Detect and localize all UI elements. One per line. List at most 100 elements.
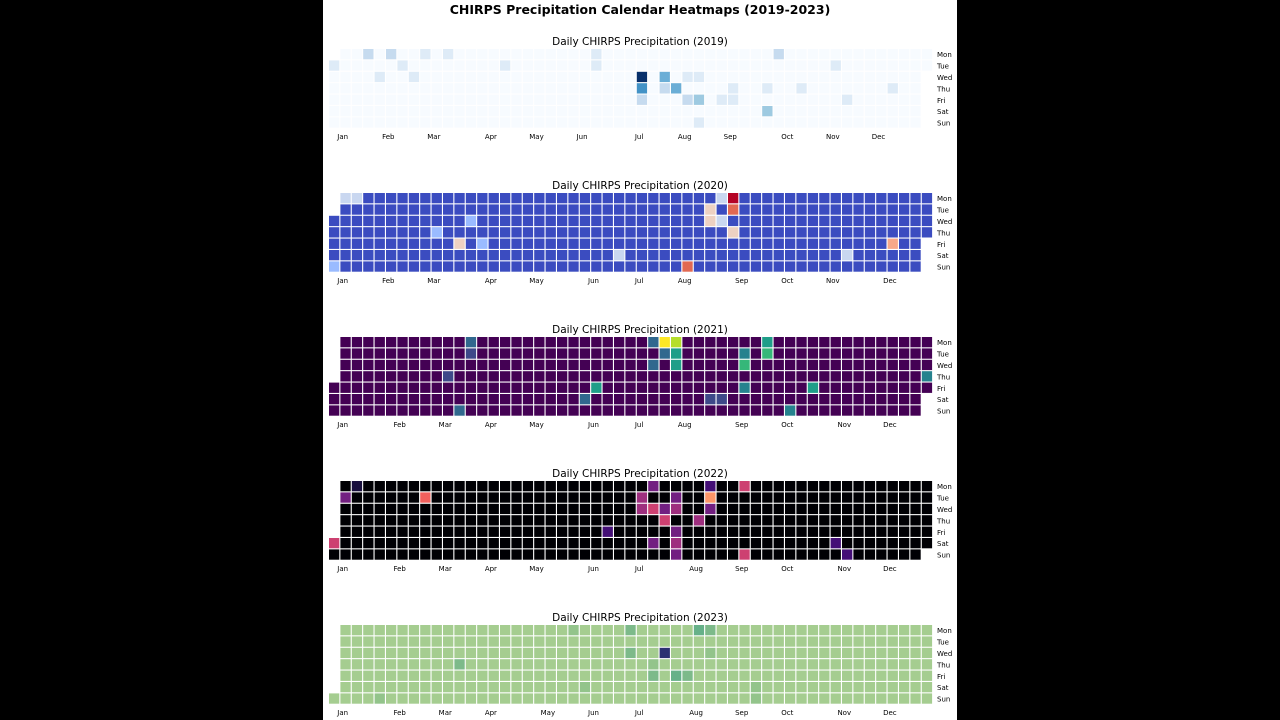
heatmap-cell — [488, 625, 499, 636]
heatmap-cell — [728, 60, 739, 71]
heatmap-cell — [773, 348, 784, 359]
heatmap-cell — [773, 60, 784, 71]
month-label: Nov — [837, 421, 851, 429]
heatmap-cell — [557, 227, 568, 238]
heatmap-cell — [796, 492, 807, 503]
heatmap-cell — [591, 204, 602, 215]
heatmap-cell — [876, 204, 887, 215]
heatmap-cell — [363, 503, 374, 515]
heatmap-cell — [534, 693, 545, 704]
heatmap-cell — [842, 682, 853, 693]
heatmap-cell — [591, 515, 602, 526]
heatmap-cell — [625, 238, 636, 249]
heatmap-cell — [386, 492, 397, 503]
heatmap-cell — [534, 659, 545, 670]
heatmap-cell — [351, 71, 363, 83]
heatmap-cell — [568, 227, 579, 238]
heatmap-cell — [522, 215, 534, 227]
heatmap-cell — [614, 193, 625, 204]
heatmap-cell — [853, 405, 864, 416]
heatmap-cell — [807, 204, 819, 215]
heatmap-cell — [351, 117, 363, 128]
heatmap-cell — [500, 515, 511, 526]
heatmap-cell — [454, 49, 465, 60]
heatmap-cell — [682, 83, 693, 94]
heatmap-cell — [431, 106, 442, 117]
heatmap-cell — [842, 647, 853, 659]
heatmap-cell — [397, 636, 408, 647]
heatmap-cell — [408, 405, 420, 416]
heatmap-cell — [785, 670, 796, 681]
heatmap-cell — [773, 647, 784, 659]
heatmap-cell — [602, 371, 613, 382]
heatmap-cell — [443, 193, 454, 204]
heatmap-cell — [465, 83, 477, 94]
heatmap-cell — [693, 348, 705, 359]
heatmap-cell — [716, 261, 727, 272]
heatmap-cell — [842, 636, 853, 647]
heatmap-cell — [682, 227, 693, 238]
heatmap-cell — [648, 394, 659, 405]
heatmap-cell — [887, 94, 898, 105]
heatmap-cell — [408, 659, 420, 670]
heatmap-cell — [454, 60, 465, 71]
heatmap-cell — [830, 549, 841, 560]
heatmap-cell — [750, 359, 762, 371]
heatmap-cell — [819, 337, 830, 348]
heatmap-cell — [876, 526, 887, 537]
heatmap-cell — [921, 215, 933, 227]
heatmap-cell — [454, 526, 465, 537]
heatmap-cell — [477, 625, 488, 636]
heatmap-cell — [876, 337, 887, 348]
heatmap-cell — [408, 71, 420, 83]
month-label: Jun — [576, 133, 588, 141]
heatmap-cell — [899, 49, 910, 60]
heatmap-cell — [625, 106, 636, 117]
heatmap-cell — [522, 625, 534, 636]
heatmap-cell — [864, 670, 876, 681]
heatmap-cell — [329, 106, 340, 117]
heatmap-cell — [819, 659, 830, 670]
heatmap-cell — [864, 49, 876, 60]
heatmap-cell — [899, 204, 910, 215]
heatmap-cell — [545, 238, 556, 249]
heatmap-cell — [910, 682, 921, 693]
heatmap-cell — [545, 83, 556, 94]
heatmap-cell — [420, 261, 431, 272]
heatmap-cell — [762, 670, 773, 681]
day-label: Fri — [937, 673, 945, 681]
heatmap-cell — [887, 636, 898, 647]
heatmap-cell — [602, 250, 613, 261]
heatmap-cell — [408, 549, 420, 560]
heatmap-cell — [374, 204, 385, 215]
heatmap-cell — [762, 193, 773, 204]
heatmap-cell — [636, 549, 648, 560]
heatmap-cell — [363, 636, 374, 647]
month-label: Jul — [634, 133, 644, 141]
heatmap-cell — [591, 503, 602, 515]
heatmap-cell — [648, 238, 659, 249]
heatmap-cell — [671, 261, 682, 272]
heatmap-cell — [454, 693, 465, 704]
heatmap-cell — [830, 71, 841, 83]
heatmap-cell — [636, 60, 648, 71]
heatmap-cell — [807, 636, 819, 647]
heatmap-cell — [842, 215, 853, 227]
heatmap-cell — [636, 250, 648, 261]
heatmap-cell — [785, 636, 796, 647]
heatmap-cell — [351, 382, 363, 393]
heatmap-cell — [340, 515, 351, 526]
heatmap-cell — [408, 94, 420, 105]
heatmap-cell — [386, 636, 397, 647]
heatmap-cell — [750, 204, 762, 215]
heatmap-cell — [796, 250, 807, 261]
heatmap-cell — [807, 503, 819, 515]
heatmap-cell — [910, 348, 921, 359]
heatmap-cell — [716, 348, 727, 359]
heatmap-cell — [796, 538, 807, 549]
heatmap-cell — [568, 659, 579, 670]
heatmap-cell — [739, 549, 750, 560]
heatmap-cell — [591, 526, 602, 537]
heatmap-cell — [819, 215, 830, 227]
heatmap-cell — [636, 117, 648, 128]
